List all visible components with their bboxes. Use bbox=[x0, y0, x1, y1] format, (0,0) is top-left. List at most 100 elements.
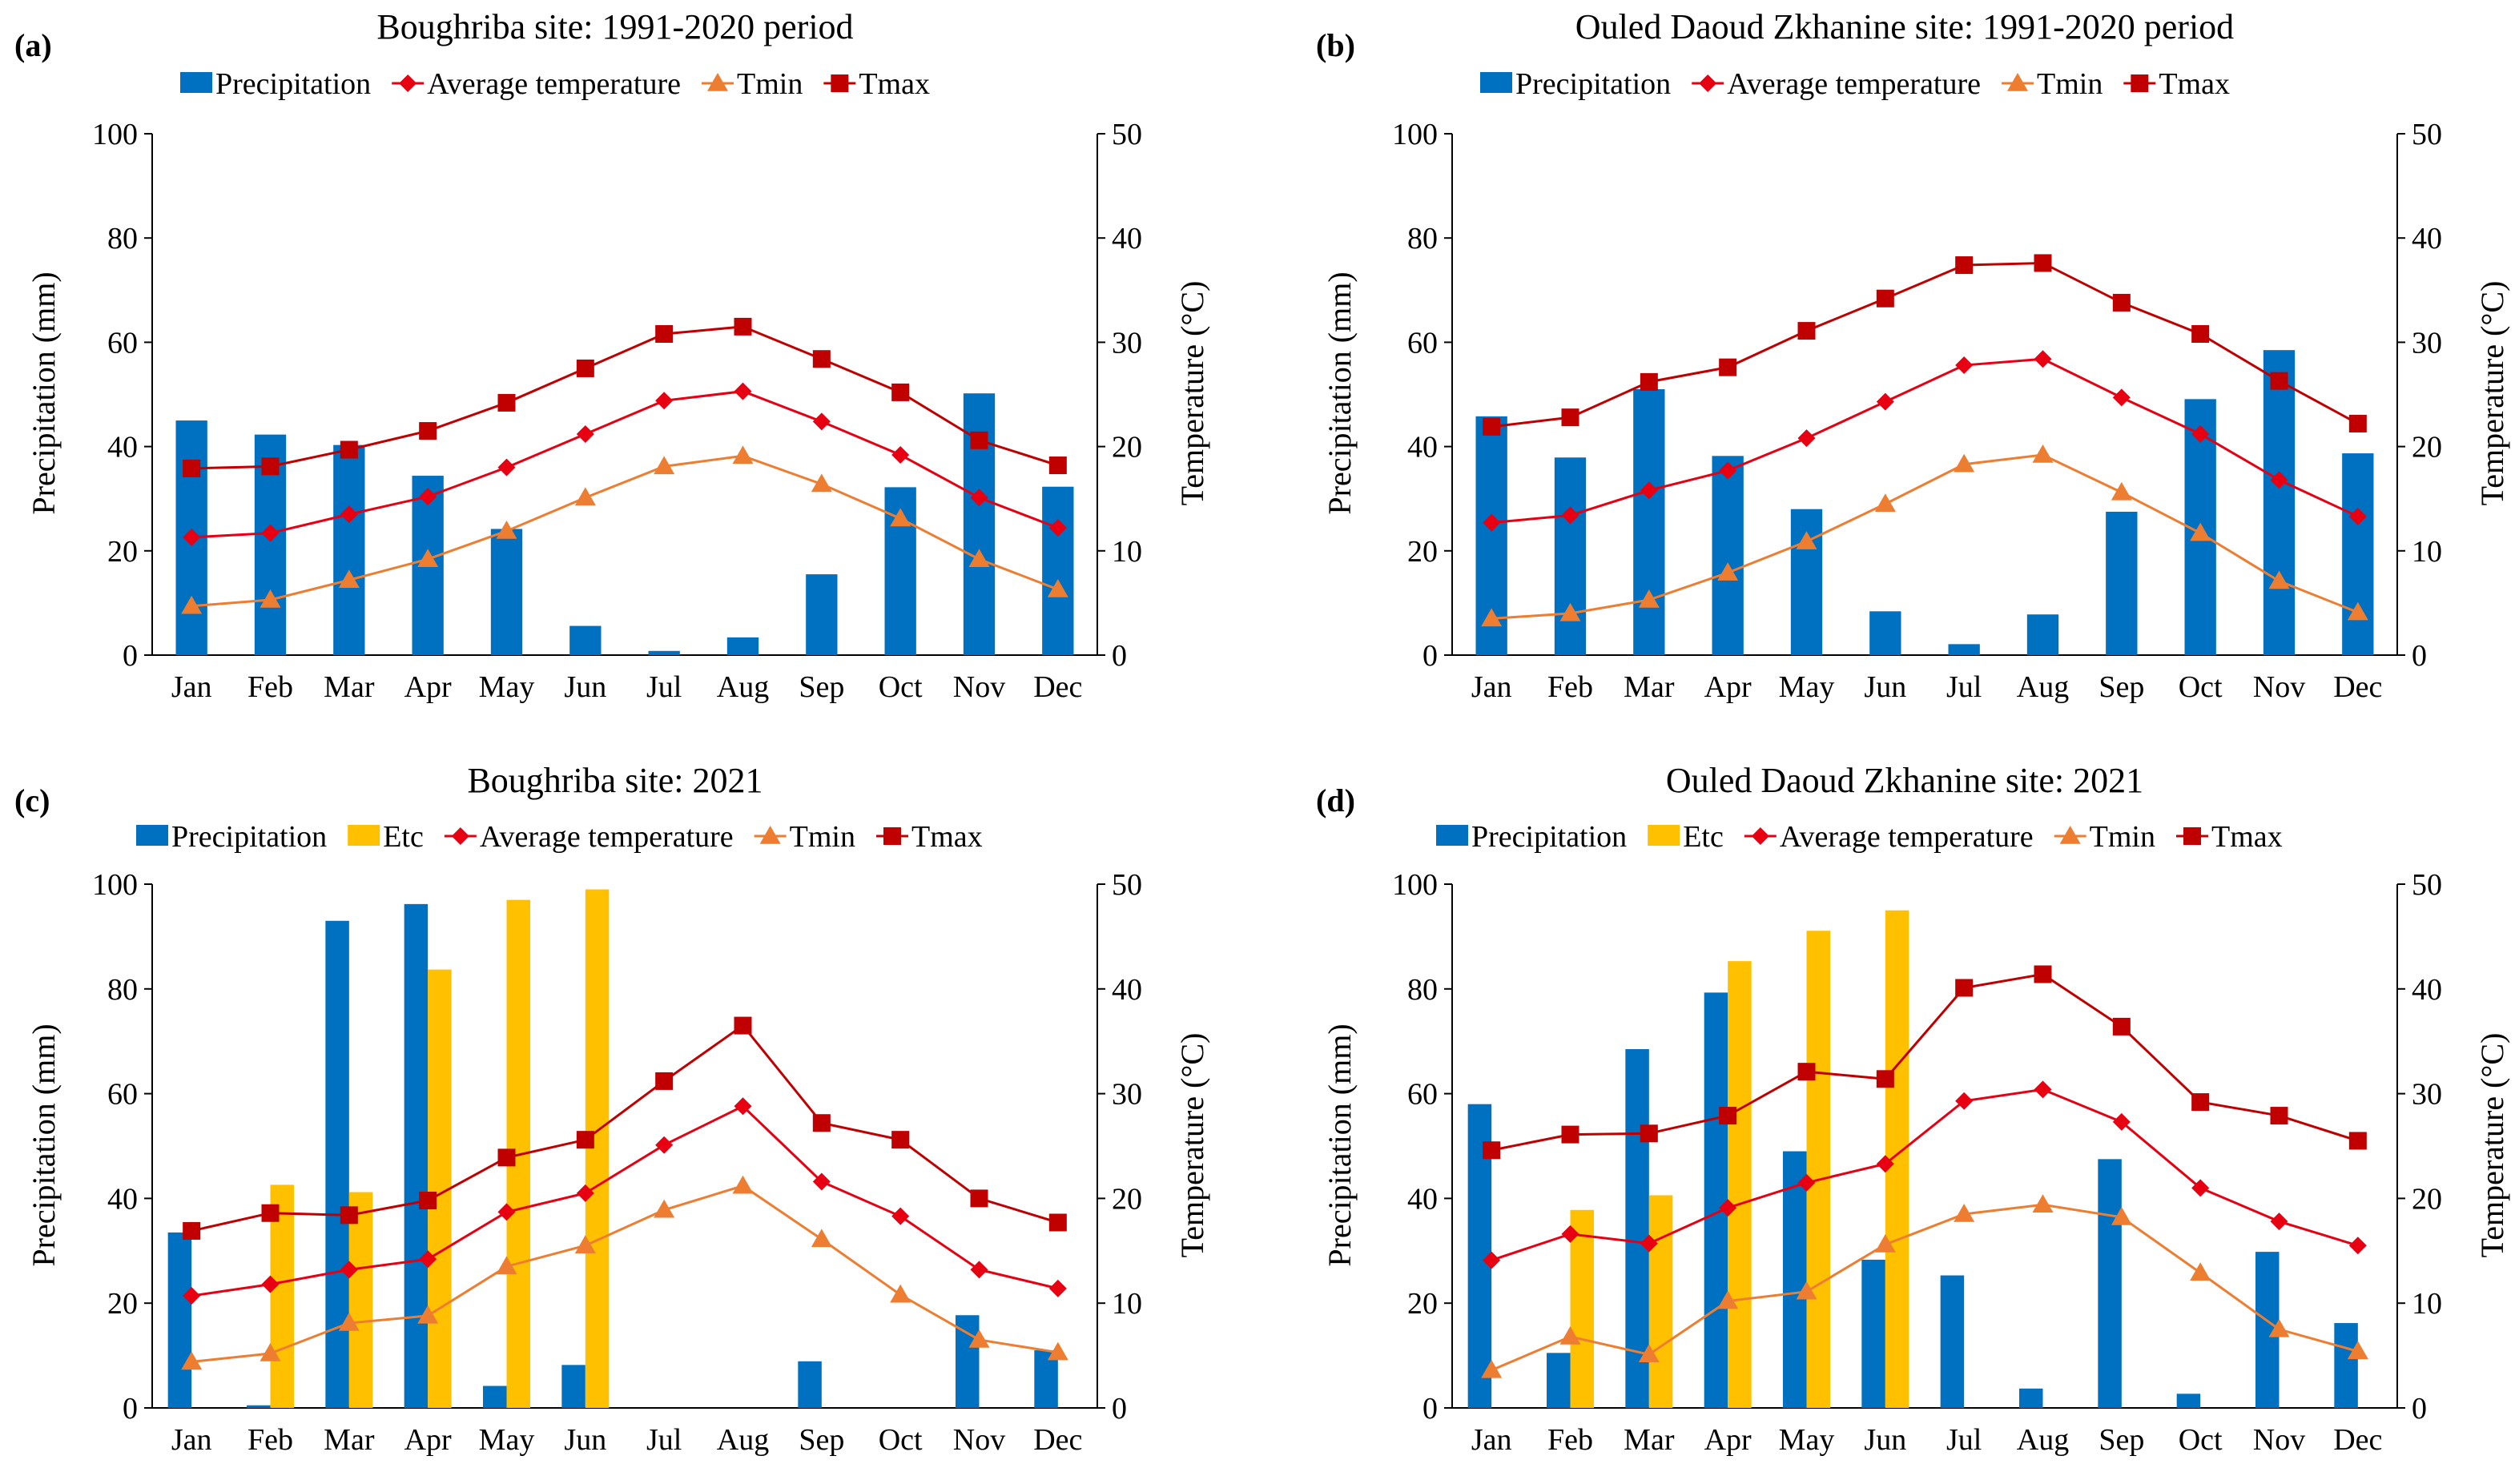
y-tick-label-right-c-2: 20 bbox=[1112, 1182, 1142, 1216]
point-average-temperature-c-mar bbox=[340, 1261, 358, 1279]
bar-precipitation-c-apr bbox=[404, 903, 429, 1408]
x-tick-label-b-apr: Apr bbox=[1704, 670, 1752, 704]
point-average-temperature-b-apr bbox=[1719, 461, 1737, 480]
legend-label-tmin-c: Tmin bbox=[790, 820, 855, 854]
legend-marker-average-temperature-c bbox=[451, 827, 469, 845]
point-tmax-a-oct bbox=[891, 383, 910, 401]
point-average-temperature-b-mar bbox=[1640, 481, 1658, 500]
legend-label-average-temperature-a: Average temperature bbox=[427, 67, 681, 101]
series-tmax-line-b bbox=[1483, 254, 2367, 436]
x-tick-label-d-feb: Feb bbox=[1547, 1423, 1593, 1457]
legend-marker-tmin-a bbox=[707, 73, 729, 91]
y-tick-label-left-d-4: 80 bbox=[1407, 973, 1438, 1007]
point-tmax-c-apr bbox=[419, 1192, 437, 1210]
point-tmin-c-jul bbox=[654, 1199, 675, 1218]
bar-precipitation-b-dec bbox=[2342, 453, 2374, 655]
legend-marker-tmin-d bbox=[2059, 826, 2081, 844]
point-tmin-b-jun bbox=[1874, 493, 1896, 512]
point-tmin-d-dec bbox=[2347, 1341, 2368, 1360]
legend-b: Precipitation Average temperature Tmin Tmax bbox=[1480, 67, 2230, 101]
bar-precipitation-b-nov bbox=[2263, 350, 2296, 655]
y-tick-label-right-b-2: 20 bbox=[2412, 431, 2442, 465]
legend-item-etc-c: Etc bbox=[348, 820, 424, 854]
line-tmin-c bbox=[191, 1184, 1059, 1363]
series-tmin-line-a bbox=[181, 445, 1068, 614]
series-tmax-line-d bbox=[1483, 965, 2367, 1160]
chart-title-d: Ouled Daoud Zkhanine site: 2021 bbox=[1666, 761, 2143, 800]
point-average-temperature-b-dec bbox=[2348, 507, 2367, 525]
y-tick-label-right-b-5: 50 bbox=[2412, 118, 2442, 151]
point-tmin-a-apr bbox=[417, 549, 439, 567]
legend-marker-tmin-c bbox=[759, 826, 781, 844]
point-average-temperature-a-aug bbox=[734, 382, 752, 400]
bar-precipitation-b-may bbox=[1790, 509, 1823, 655]
panel-label-a: (a) bbox=[14, 27, 52, 63]
bar-precipitation-a-jun bbox=[569, 625, 602, 655]
legend-label-tmax-a: Tmax bbox=[859, 67, 930, 101]
point-average-temperature-d-feb bbox=[1561, 1225, 1579, 1243]
panel-c: (c) Boughriba site: 2021 Precipitation Et… bbox=[14, 761, 1210, 1457]
x-tick-label-d-jan: Jan bbox=[1471, 1423, 1512, 1457]
point-tmin-c-apr bbox=[417, 1305, 439, 1324]
point-tmin-b-jul bbox=[1954, 453, 1975, 473]
bar-precipitation-a-dec bbox=[1042, 486, 1074, 655]
legend-marker-tmax-a bbox=[831, 74, 849, 92]
legend-item-tmax-d: Tmax bbox=[2175, 820, 2283, 854]
legend-label-etc-c: Etc bbox=[383, 820, 424, 854]
x-tick-label-a-mar: Mar bbox=[324, 670, 375, 704]
x-tick-label-c-dec: Dec bbox=[1033, 1423, 1082, 1457]
point-tmax-c-nov bbox=[970, 1189, 988, 1208]
point-tmin-d-sep bbox=[2111, 1206, 2132, 1225]
point-tmax-d-oct bbox=[2191, 1093, 2210, 1112]
x-tick-label-c-apr: Apr bbox=[404, 1423, 452, 1457]
point-tmin-a-jul bbox=[654, 456, 675, 475]
legend-a: Precipitation Average temperature Tmin Tmax bbox=[180, 67, 930, 101]
y-tick-label-right-c-4: 40 bbox=[1112, 973, 1142, 1007]
y-tick-label-right-d-0: 0 bbox=[2412, 1392, 2427, 1426]
point-tmax-c-mar bbox=[340, 1206, 358, 1225]
ylabel-right-d: Temperature (°C) bbox=[2474, 1033, 2510, 1258]
point-average-temperature-b-nov bbox=[2270, 471, 2288, 489]
panel-label-c: (c) bbox=[14, 782, 50, 818]
y-tick-label-left-c-1: 20 bbox=[107, 1287, 138, 1321]
point-tmin-c-nov bbox=[968, 1329, 990, 1348]
legend-swatch-etc-d bbox=[1648, 825, 1680, 846]
legend-item-tmax-c: Tmax bbox=[875, 820, 983, 854]
y-tick-label-left-c-2: 40 bbox=[107, 1182, 138, 1216]
legend-item-average-temperature-c: Average temperature bbox=[444, 820, 734, 854]
x-tick-label-c-sep: Sep bbox=[799, 1423, 844, 1457]
legend-marker-average-temperature-d bbox=[1751, 827, 1769, 845]
point-tmin-a-nov bbox=[968, 549, 990, 567]
point-average-temperature-d-apr bbox=[1719, 1199, 1737, 1217]
point-tmax-d-jul bbox=[1955, 979, 1974, 997]
legend-marker-tmax-c bbox=[883, 827, 901, 845]
y-tick-label-left-c-4: 80 bbox=[107, 973, 138, 1007]
y-tick-label-left-d-3: 60 bbox=[1407, 1078, 1438, 1112]
bar-precipitation-a-sep bbox=[806, 574, 838, 655]
x-tick-label-a-aug: Aug bbox=[717, 670, 769, 704]
bar-precipitation-c-jun bbox=[561, 1365, 585, 1408]
y-tick-label-right-c-0: 0 bbox=[1112, 1392, 1127, 1426]
bar-precipitation-a-aug bbox=[726, 637, 759, 655]
x-tick-label-c-mar: Mar bbox=[324, 1423, 375, 1457]
ylabel-right-b: Temperature (°C) bbox=[2474, 281, 2510, 506]
point-tmin-d-jul bbox=[1954, 1204, 1975, 1222]
x-tick-label-b-jan: Jan bbox=[1471, 670, 1512, 704]
legend-item-precipitation-a: Precipitation bbox=[180, 67, 371, 101]
point-tmax-b-dec bbox=[2348, 414, 2367, 432]
bar-precipitation-b-sep bbox=[2106, 511, 2138, 655]
bar-precipitation-b-aug bbox=[2026, 614, 2059, 655]
legend-marker-average-temperature-a bbox=[399, 74, 417, 92]
x-tick-label-d-apr: Apr bbox=[1704, 1423, 1752, 1457]
legend-label-precipitation-b: Precipitation bbox=[1515, 67, 1671, 101]
x-tick-label-c-jan: Jan bbox=[171, 1423, 212, 1457]
legend-item-precipitation-c: Precipitation bbox=[136, 820, 327, 854]
point-tmin-b-aug bbox=[2032, 444, 2054, 463]
line-average-temperature-d bbox=[1491, 1088, 2359, 1261]
x-tick-label-a-dec: Dec bbox=[1033, 670, 1082, 704]
point-tmax-a-sep bbox=[812, 350, 831, 368]
plot-area-c: 0 20 40 60 80 100 0 10 20 30 40 50 Jan Feb Mar Apr May Ju… bbox=[92, 868, 1142, 1457]
panel-a: (a) Boughriba site: 1991-2020 period Pre… bbox=[14, 7, 1210, 704]
line-tmax-d bbox=[1491, 972, 2359, 1152]
